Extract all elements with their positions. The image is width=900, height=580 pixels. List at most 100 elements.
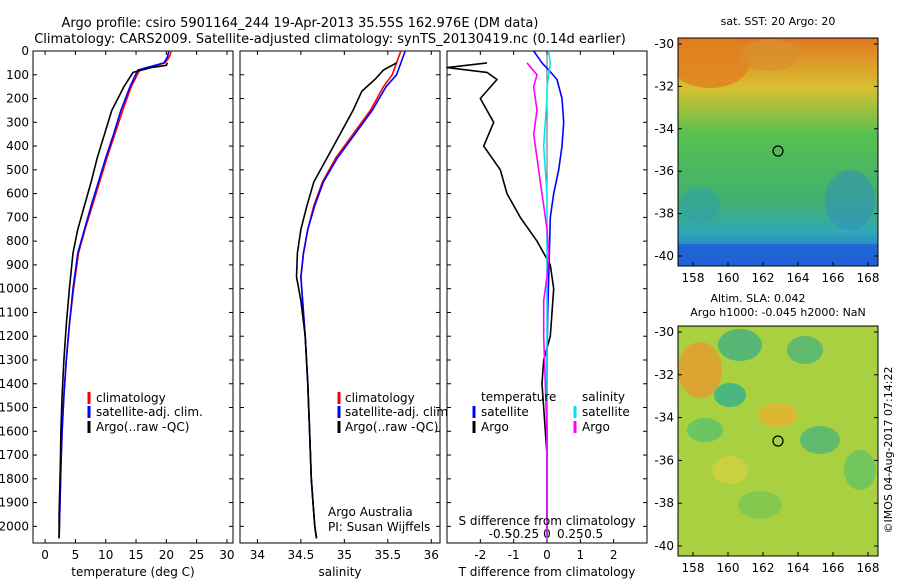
x-tick-label: 10	[98, 548, 113, 562]
float-position-marker	[772, 145, 784, 157]
map-y-tick-label: -36	[654, 164, 674, 178]
difference-xlabel: T difference from climatology	[458, 565, 636, 579]
y-tick-label: 300	[6, 115, 29, 129]
map-x-tick-label: 158	[682, 561, 705, 575]
temperature-panel: 0100200300400500600700800900100011001200…	[0, 44, 235, 579]
x2-tick-label: 0.5	[584, 527, 603, 541]
legend-climatology-label: climatology	[345, 391, 415, 405]
legend-t-satellite-label: satellite	[481, 405, 529, 419]
map-x-tick-label: 166	[822, 561, 845, 575]
y-tick-label: 500	[6, 163, 29, 177]
y-tick-label: 900	[6, 258, 29, 272]
y-tick-label: 1100	[0, 305, 29, 319]
map-y-tick-label: -32	[654, 368, 674, 382]
legend-salinity-title: salinity	[582, 390, 625, 404]
difference-legend: temperature salinity satellite Argo sate…	[472, 390, 630, 434]
y-tick-label: 1300	[0, 353, 29, 367]
sst-map-panel: sat. SST: 20 Argo: 20 158 160 162 164 166 168…	[654, 15, 879, 285]
temperature-plot-frame	[32, 50, 234, 544]
sla-low-patch	[787, 336, 823, 364]
sst-cool-patch	[680, 187, 720, 223]
sla-map-title: Altim. SLA: 0.042	[710, 292, 805, 305]
legend-t-argo-label: Argo	[481, 420, 509, 434]
y-tick-label: 100	[6, 68, 29, 82]
y-tick-label: 600	[6, 187, 29, 201]
map-x-tick-label: 168	[857, 271, 880, 285]
map-y-tick-label: -30	[654, 37, 674, 51]
map-x-tick-label: 164	[787, 271, 810, 285]
map-y-tick-label: -38	[654, 207, 674, 221]
sst-warm-patch	[678, 38, 750, 88]
y-tick-label: 0	[21, 44, 29, 58]
x-tick-label: 2	[610, 548, 618, 562]
legend-satellite-label: satellite-adj. clim.	[345, 405, 452, 419]
sst-map-frame	[677, 37, 879, 267]
float-position-marker	[772, 435, 784, 447]
x-tick-label: 5	[72, 548, 80, 562]
x2-tick-label: -0.5	[489, 527, 512, 541]
y-tick-label: 1200	[0, 329, 29, 343]
sla-low-patch	[714, 383, 746, 407]
sla-high-patch	[758, 403, 798, 427]
sla-low-patch	[738, 491, 782, 519]
sla-low-patch	[800, 426, 840, 454]
legend-argo-label: Argo(..raw -QC)	[96, 420, 189, 434]
sst-cool-patch	[825, 170, 875, 230]
y-tick-label: 200	[6, 92, 29, 106]
map-x-tick-label: 162	[752, 271, 775, 285]
y-tick-label: 1600	[0, 424, 29, 438]
series-line-t-argo	[446, 62, 555, 539]
legend-s-satellite-label: satellite	[582, 405, 630, 419]
y-tick-label: 700	[6, 210, 29, 224]
x-tick-label: 34.5	[288, 548, 315, 562]
map-x-tick-label: 166	[822, 271, 845, 285]
map-x-tick-label: 164	[787, 561, 810, 575]
legend-s-argo-label: Argo	[582, 420, 610, 434]
sla-high-patch	[712, 456, 748, 484]
y-tick-label: 800	[6, 234, 29, 248]
x-tick-label: 35	[337, 548, 352, 562]
series-line-argo	[295, 62, 397, 539]
y-tick-label: 1000	[0, 282, 29, 296]
sla-low-patch	[844, 450, 876, 490]
series-line-s-argo	[526, 62, 550, 539]
difference-panel: -2 -1 0 1 2-0.5-0.25 0 0.25 0.5 temperature sal…	[446, 50, 648, 579]
temperature-legend: climatology satellite-adj. clim. Argo(..…	[87, 391, 203, 434]
salinity-legend: climatology satellite-adj. clim. Argo(..…	[337, 391, 452, 434]
x-tick-label: 0	[41, 548, 49, 562]
map-x-tick-label: 160	[717, 561, 740, 575]
map-y-tick-label: -34	[654, 411, 674, 425]
map-x-tick-label: 168	[857, 561, 880, 575]
y-tick-label: 1900	[0, 496, 29, 510]
map-x-tick-label: 162	[752, 561, 775, 575]
y-tick-label: 400	[6, 139, 29, 153]
y-tick-label: 1800	[0, 472, 29, 486]
salinity-annotation-2: PI: Susan Wijffels	[328, 520, 430, 534]
x-tick-label: 15	[128, 548, 143, 562]
x-tick-label: 34	[250, 548, 265, 562]
legend-argo-label: Argo(..raw -QC)	[345, 420, 438, 434]
map-y-tick-label: -32	[654, 79, 674, 93]
sla-low-patch	[718, 329, 762, 361]
difference-x2label: S difference from climatology	[459, 514, 636, 528]
y-tick-label: 1500	[0, 401, 29, 415]
salinity-panel: 34 34.5 35 35.5 36 climatology satellite-adj…	[239, 50, 452, 579]
x-tick-label: 1	[577, 548, 585, 562]
y-tick-label: 1700	[0, 448, 29, 462]
map-y-tick-label: -38	[654, 496, 674, 510]
legend-temperature-title: temperature	[481, 390, 556, 404]
temperature-xlabel: temperature (deg C)	[71, 565, 194, 579]
x-tick-label: -1	[508, 548, 520, 562]
x-tick-label: 0	[543, 548, 551, 562]
salinity-annotation-1: Argo Australia	[328, 505, 413, 519]
sla-map-frame	[677, 325, 879, 557]
credit-stamp: ©IMOS 04-Aug-2017 07:14:22	[882, 367, 895, 534]
sla-high-patch	[678, 342, 722, 398]
header-line2: Climatology: CARS2009. Satellite-adjuste…	[34, 32, 626, 47]
map-y-tick-label: -34	[654, 122, 674, 136]
x-tick-label: 25	[189, 548, 204, 562]
x2-tick-label: 0.25	[557, 527, 584, 541]
x-tick-label: 36	[424, 548, 439, 562]
map-y-tick-label: -36	[654, 453, 674, 467]
x-tick-label: -2	[474, 548, 486, 562]
